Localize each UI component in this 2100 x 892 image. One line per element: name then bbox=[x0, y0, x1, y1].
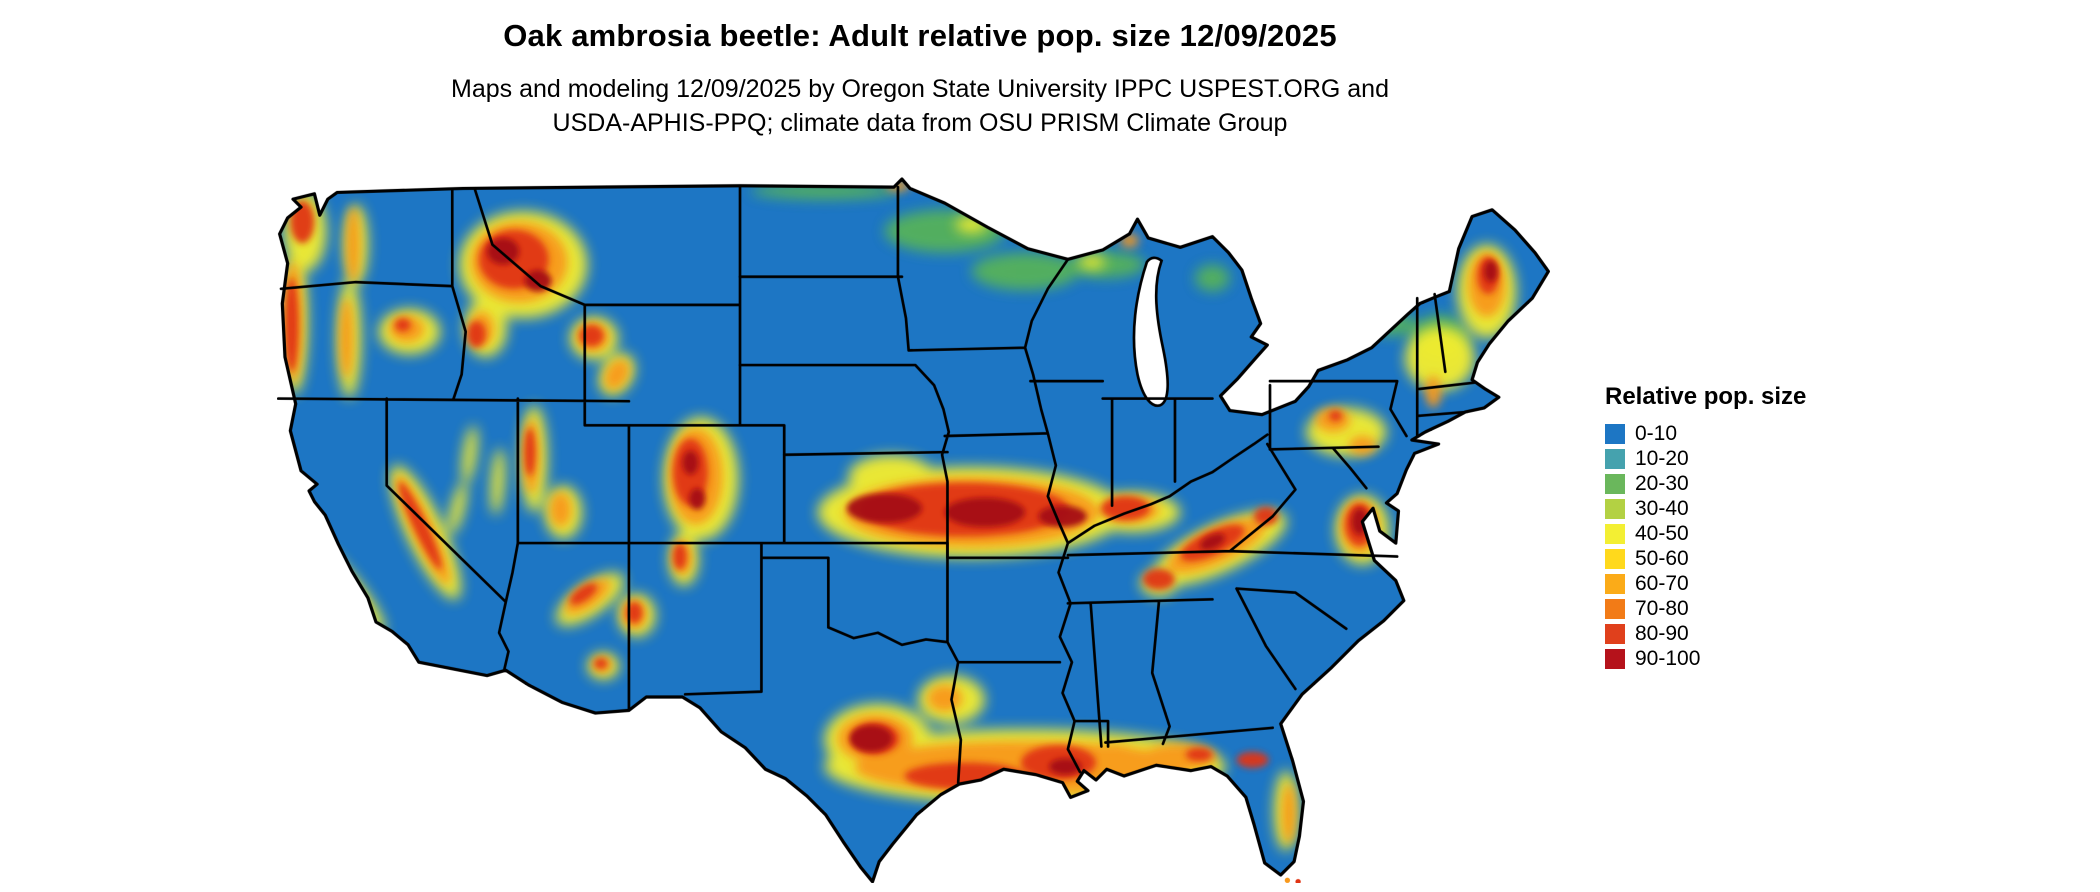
legend-entry: 60-70 bbox=[1605, 571, 1806, 596]
us-map-svg bbox=[276, 177, 1550, 885]
legend-entries: 0-10 10-20 20-30 30-40 40-50 50-60 60-70… bbox=[1605, 421, 1806, 671]
figure-subtitle: Maps and modeling 12/09/2025 by Oregon S… bbox=[0, 72, 1840, 140]
legend-entry-label: 60-70 bbox=[1635, 571, 1689, 595]
legend-swatch bbox=[1605, 573, 1625, 594]
lake-michigan bbox=[1132, 256, 1169, 407]
legend-entry: 10-20 bbox=[1605, 446, 1806, 471]
legend-entry: 80-90 bbox=[1605, 621, 1806, 646]
legend-entry: 70-80 bbox=[1605, 596, 1806, 621]
florida-keys bbox=[1284, 877, 1301, 885]
subtitle-line-2: USDA-APHIS-PPQ; climate data from OSU PR… bbox=[552, 109, 1288, 137]
legend-entry-label: 50-60 bbox=[1635, 546, 1689, 570]
legend-entry-label: 10-20 bbox=[1635, 446, 1689, 470]
page-title: Oak ambrosia beetle: Adult relative pop.… bbox=[503, 18, 1337, 53]
legend-entry: 20-30 bbox=[1605, 471, 1806, 496]
legend-swatch bbox=[1605, 598, 1625, 619]
legend-entry: 90-100 bbox=[1605, 646, 1806, 671]
legend-swatch bbox=[1605, 423, 1625, 444]
legend-swatch bbox=[1605, 648, 1625, 669]
legend-entry: 40-50 bbox=[1605, 521, 1806, 546]
us-outline bbox=[278, 177, 1550, 884]
legend-swatch bbox=[1605, 473, 1625, 494]
legend-entry-label: 20-30 bbox=[1635, 471, 1689, 495]
legend-swatch bbox=[1605, 498, 1625, 519]
legend-entry: 0-10 bbox=[1605, 421, 1806, 446]
title-block: Oak ambrosia beetle: Adult relative pop.… bbox=[0, 18, 1840, 140]
state-borders bbox=[276, 184, 1478, 784]
legend-entry-label: 80-90 bbox=[1635, 621, 1689, 645]
legend-swatch bbox=[1605, 623, 1625, 644]
population-raster bbox=[279, 179, 1549, 882]
legend-entry-label: 0-10 bbox=[1635, 421, 1678, 445]
legend-entry-label: 40-50 bbox=[1635, 521, 1689, 545]
legend-swatch bbox=[1605, 523, 1625, 544]
us-map bbox=[275, 171, 1561, 885]
legend-swatch bbox=[1605, 548, 1625, 569]
legend: Relative pop. size 0-10 10-20 20-30 30-4… bbox=[1605, 383, 1806, 671]
legend-swatch bbox=[1605, 448, 1625, 469]
legend-entry: 50-60 bbox=[1605, 546, 1806, 571]
subtitle-line-1: Maps and modeling 12/09/2025 by Oregon S… bbox=[451, 75, 1389, 103]
legend-entry-label: 70-80 bbox=[1635, 596, 1689, 620]
legend-entry-label: 30-40 bbox=[1635, 496, 1689, 520]
legend-entry: 30-40 bbox=[1605, 496, 1806, 521]
legend-title: Relative pop. size bbox=[1605, 383, 1807, 410]
legend-entry-label: 90-100 bbox=[1635, 646, 1701, 670]
